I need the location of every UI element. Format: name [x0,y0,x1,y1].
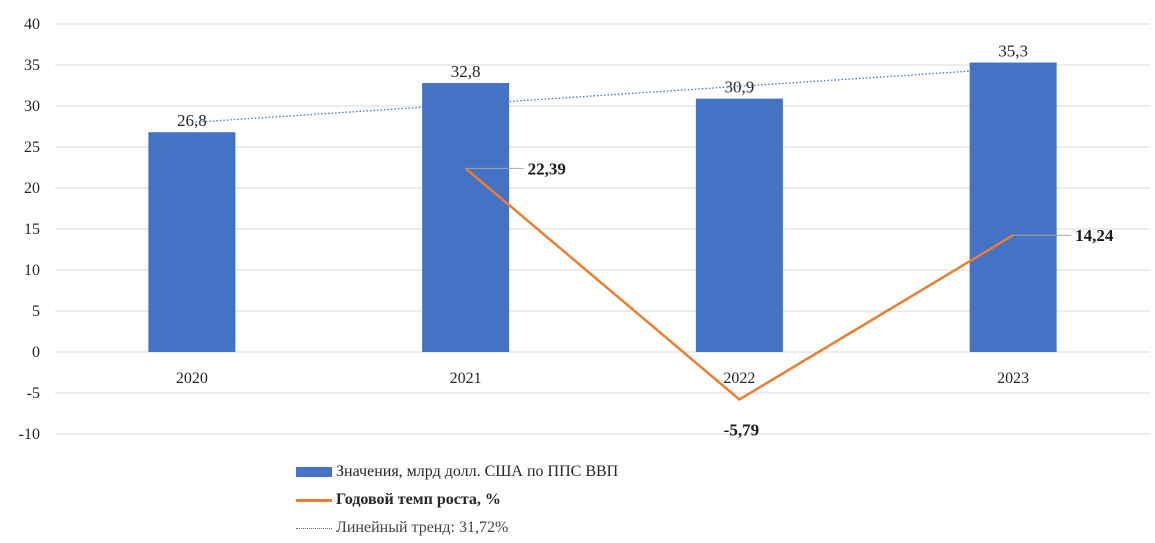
trend-line [191,67,1014,124]
gridlines [55,23,1150,435]
x-tick-label: 2021 [450,370,482,387]
y-tick-label: -5 [27,385,40,402]
bar [969,62,1057,352]
legend-label-growth: Годовой темп роста, % [336,491,501,508]
bar-value-label: 26,8 [177,111,207,130]
combo-chart: 40 35 30 25 20 15 10 5 0 -5 -10 26,8 32,8 30,9 35,3 2… [19,16,1150,443]
legend-item-bars: Значения, млрд долл. США по ППС ВВП [296,458,618,486]
legend-label-bars: Значения, млрд долл. США по ППС ВВП [336,463,619,480]
x-tick-label: 2022 [723,370,755,387]
legend-item-growth: Годовой темп роста, % [296,486,618,514]
bar-data-labels: 26,8 32,8 30,9 35,3 [177,42,1028,131]
legend-item-trend: Линейный тренд: 31,72% [296,514,618,542]
bar [148,132,236,352]
y-tick-label: 40 [24,16,40,33]
y-tick-label: -10 [19,426,40,443]
growth-line [464,167,1014,402]
trend-series [191,67,1014,124]
legend: Значения, млрд долл. США по ППС ВВП Годо… [296,458,618,542]
y-tick-label: 20 [24,180,40,197]
x-tick-label: 2023 [997,370,1029,387]
y-tick-label: 25 [24,139,40,156]
legend-swatch-growth [296,498,332,502]
legend-swatch-trend [296,527,332,529]
y-tick-label: 5 [32,303,40,320]
y-axis-ticks: 40 35 30 25 20 15 10 5 0 -5 -10 [19,16,40,443]
bar-value-label: 30,9 [725,78,755,97]
x-tick-label: 2020 [176,370,208,387]
bar-series [148,62,1057,353]
y-tick-label: 30 [24,98,40,115]
bar-value-label: 35,3 [998,42,1028,61]
growth-value-label: 14,24 [1075,226,1114,245]
legend-swatch-bars [296,467,332,477]
growth-data-labels: 22,39 -5,79 14,24 [465,159,1114,439]
bar-value-label: 32,8 [451,62,481,81]
bar [422,83,510,352]
y-tick-label: 10 [24,262,40,279]
x-axis-ticks: 2020 2021 2022 2023 [176,370,1029,387]
growth-value-label: 22,39 [528,159,566,178]
y-tick-label: 15 [24,221,40,238]
y-tick-label: 35 [24,57,40,74]
legend-label-trend: Линейный тренд: 31,72% [336,519,509,536]
growth-value-label: -5,79 [724,420,759,439]
y-tick-label: 0 [32,344,40,361]
growth-series [464,167,1014,402]
bar [695,98,783,353]
